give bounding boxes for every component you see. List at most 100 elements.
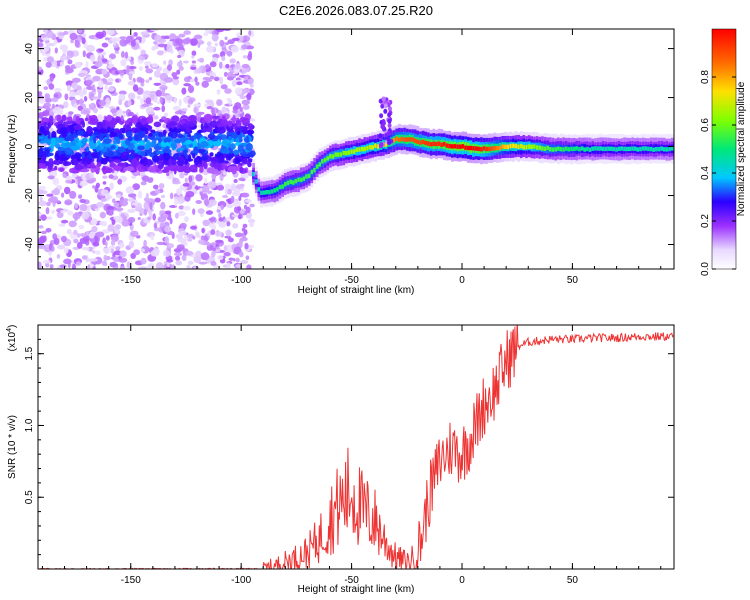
heatmap-band-cell xyxy=(144,134,148,142)
heatmap-band-cell xyxy=(81,121,86,128)
heatmap-band-cell xyxy=(163,166,172,171)
heatmap-noise-cell xyxy=(198,66,202,74)
heatmap-band-cell xyxy=(146,116,154,124)
heatmap-ridge-cell xyxy=(443,141,446,147)
heatmap-ridge-cell xyxy=(554,147,558,152)
heatmap-noise-cell xyxy=(226,188,232,195)
heatmap-noise-cell xyxy=(184,216,189,223)
heatmap-noise-cell xyxy=(145,192,149,201)
heatmap-noise-cell xyxy=(223,71,228,77)
heatmap-noise-cell xyxy=(219,76,224,85)
heatmap-band-cell xyxy=(56,161,60,166)
heatmap-band-cell xyxy=(101,157,108,165)
heatmap-ridge-cell xyxy=(347,150,351,155)
heatmap-noise-cell xyxy=(38,96,46,104)
heatmap-ridge-cell xyxy=(276,187,279,192)
heatmap-noise-cell xyxy=(58,223,66,227)
heatmap-band-cell xyxy=(150,129,156,134)
heatmap-band-cell xyxy=(223,139,227,145)
heatmap-noise-cell xyxy=(79,237,88,244)
heatmap-noise-cell xyxy=(176,244,185,251)
heatmap-ridge-cell xyxy=(284,182,287,187)
heatmap-noise-cell xyxy=(68,111,74,115)
heatmap-band-cell xyxy=(134,143,138,149)
heatmap-noise-cell xyxy=(62,173,67,178)
heatmap-noise-cell xyxy=(178,200,183,205)
heatmap-noise-cell xyxy=(94,61,103,68)
heatmap-noise-cell xyxy=(59,210,67,213)
heatmap-noise-cell xyxy=(209,61,217,68)
heatmap-band-cell xyxy=(168,158,173,165)
heatmap-noise-cell xyxy=(38,185,47,190)
heatmap-noise-cell xyxy=(108,245,116,250)
heatmap-band-cell xyxy=(120,115,124,122)
heatmap-band-cell xyxy=(138,130,146,138)
heatmap-noise-cell xyxy=(147,208,151,215)
heatmap-noise-cell xyxy=(163,249,171,257)
heatmap-ridge-cell xyxy=(586,146,589,152)
snr-panel: -150 -100 -50 0 50 0.5 1.0 1.5 Height of strai… xyxy=(6,324,675,595)
heatmap-noise-cell xyxy=(206,106,213,110)
heatmap-noise-cell xyxy=(178,205,185,210)
heatmap-noise-cell xyxy=(208,199,217,207)
heatmap-noise-cell xyxy=(153,184,159,190)
heatmap-band-cell xyxy=(70,128,74,135)
heatmap-noise-cell xyxy=(38,244,47,250)
heatmap-noise-cell xyxy=(98,80,104,89)
heatmap-band-cell xyxy=(209,131,215,136)
heatmap-noise-cell xyxy=(176,61,183,68)
heatmap-noise-cell xyxy=(175,255,181,261)
y-tick-label: -20 xyxy=(24,188,35,203)
heatmap-noise-cell xyxy=(165,210,172,215)
heatmap-band-cell xyxy=(118,146,127,154)
heatmap-ridge-cell xyxy=(358,147,361,152)
heatmap-noise-cell xyxy=(77,105,83,111)
heatmap-noise-cell xyxy=(175,260,182,266)
heatmap-ridge-cell xyxy=(570,146,573,152)
heatmap-noise-cell xyxy=(145,79,150,83)
heatmap-band-cell xyxy=(106,114,113,122)
heatmap-band-cell xyxy=(228,153,232,161)
heatmap-spike-cell xyxy=(378,143,383,149)
heatmap-noise-cell xyxy=(107,224,115,232)
heatmap-band-cell xyxy=(83,133,89,138)
heatmap-ridge-cell xyxy=(424,140,428,146)
heatmap-noise-cell xyxy=(80,109,90,115)
heatmap-ridge-cell xyxy=(474,146,478,151)
heatmap-noise-cell xyxy=(164,94,173,101)
heatmap-ridge-cell xyxy=(625,146,629,152)
heatmap-noise-cell xyxy=(216,99,223,106)
heatmap-noise-cell xyxy=(212,222,216,229)
heatmap-noise-cell xyxy=(39,196,43,202)
heatmap-noise-cell xyxy=(102,175,108,179)
heatmap-band-cell xyxy=(113,128,120,133)
heatmap-band-cell xyxy=(48,158,54,165)
heatmap-ridge-cell xyxy=(323,157,327,163)
heatmap-noise-cell xyxy=(91,225,98,233)
heatmap-ridge-cell xyxy=(628,146,632,152)
heatmap-band-cell xyxy=(82,156,90,164)
heatmap-ridge-cell xyxy=(583,147,587,152)
heatmap-noise-cell xyxy=(175,233,183,239)
snr-series-line xyxy=(38,325,674,569)
heatmap-noise-cell xyxy=(233,187,241,195)
heatmap-noise-cell xyxy=(224,88,232,94)
heatmap-noise-cell xyxy=(53,237,60,246)
heatmap-noise-cell xyxy=(160,201,166,210)
heatmap-noise-cell xyxy=(179,230,187,236)
svg-text:(x104): (x104) xyxy=(6,325,18,352)
heatmap-noise-cell xyxy=(236,35,244,43)
heatmap-noise-cell xyxy=(246,93,252,101)
heatmap-noise-cell xyxy=(59,264,67,269)
heatmap-noise-cell xyxy=(248,30,252,36)
heatmap-ridge-cell xyxy=(504,144,507,149)
heatmap-band-cell xyxy=(209,120,218,128)
heatmap-noise-cell xyxy=(69,91,77,97)
heatmap-noise-cell xyxy=(82,50,86,58)
heatmap-noise-cell xyxy=(54,87,62,93)
heatmap-noise-cell xyxy=(45,207,50,215)
x-tick-label: 50 xyxy=(567,275,579,286)
heatmap-ridge-cell xyxy=(440,142,444,147)
heatmap-ridge-cell xyxy=(278,184,282,190)
heatmap-ridge-cell xyxy=(670,146,674,151)
